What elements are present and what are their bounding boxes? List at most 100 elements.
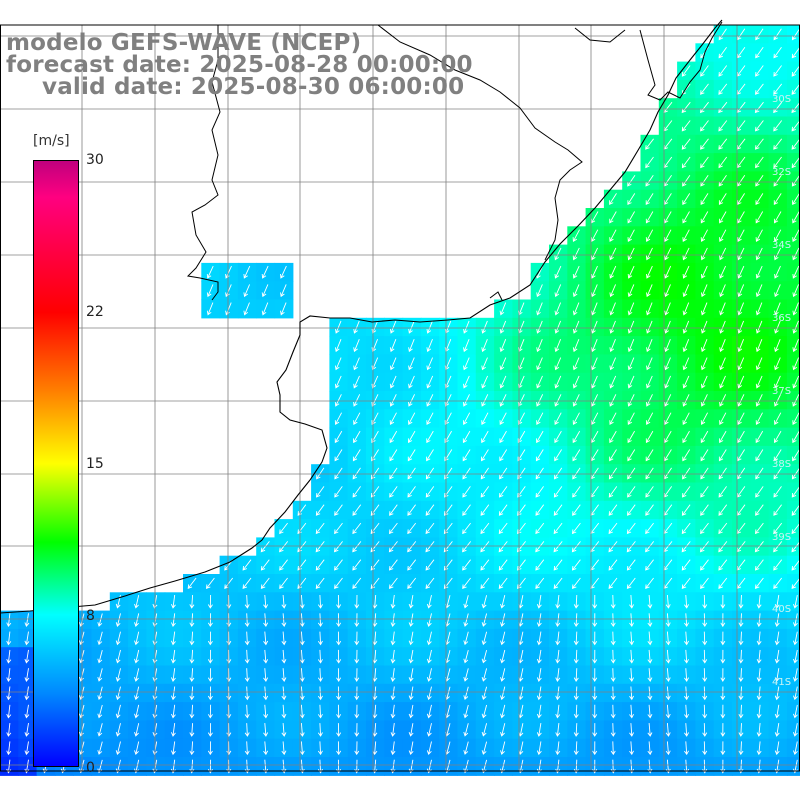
wind-arrow [336,723,342,737]
wind-arrow [498,486,508,498]
wind-arrow [682,265,690,279]
wind-arrow [737,394,745,407]
wind-arrow [425,541,435,553]
wind-arrow [536,649,542,664]
wind-arrow [389,394,397,407]
wind-arrow [134,741,140,756]
wind-arrow [243,302,250,316]
wind-arrow [535,522,545,535]
wind-arrow [280,284,287,298]
wind-arrow [242,577,252,589]
wind-arrow [481,412,489,425]
wind-arrow [684,704,689,719]
wind-arrow [627,320,635,334]
wind-arrow [407,430,416,444]
wind-arrow [720,594,726,609]
wind-arrow [702,594,708,609]
wind-arrow [773,430,782,444]
wind-arrow [481,613,488,627]
wind-arrow [407,559,417,571]
wind-arrow [718,65,728,77]
wind-arrow [755,504,764,516]
wind-arrow [629,649,635,664]
wind-arrow [591,247,599,261]
wind-arrow [481,320,488,334]
colorbar-tick-max: 30 [86,152,104,168]
wind-arrow [665,631,671,646]
wind-arrow [390,686,396,701]
wind-arrow [353,430,361,444]
wind-arrow [720,704,726,719]
lat-label: 36S [772,313,791,324]
wind-arrow [773,577,783,589]
wind-arrow [629,631,635,646]
wind-arrow [737,265,745,279]
wind-arrow [774,394,782,407]
wind-arrow [244,686,250,701]
wind-arrow [737,320,745,334]
wind-arrow [390,631,396,646]
wind-arrow [462,559,471,571]
wind-arrow [462,412,471,425]
wind-arrow [408,613,414,627]
colorbar-tick-min: 0 [86,760,95,776]
wind-arrow [462,541,472,553]
wind-arrow [682,375,690,389]
coast-detail [489,291,503,301]
wind-arrow [205,577,215,589]
wind-arrow [774,631,780,646]
wind-arrow [664,357,671,371]
wind-arrow [608,541,618,553]
wind-arrow [297,577,307,589]
wind-arrow [97,741,103,755]
wind-arrow [720,741,726,756]
wind-arrow [426,723,432,737]
wind-arrow [626,577,636,589]
wind-arrow [425,559,435,571]
wind-arrow [627,394,635,407]
wind-arrow [792,229,800,242]
wind-arrow [189,649,195,664]
wind-arrow [499,394,507,407]
wind-arrow [573,631,579,646]
wind-arrow [718,193,727,206]
wind-arrow [609,320,616,334]
wind-arrow [263,741,269,756]
wind-arrow [627,430,635,444]
wind-arrow [263,594,269,609]
wind-arrow [791,559,800,571]
wind-arrow [572,375,580,389]
wind-arrow [682,449,691,462]
wind-arrow [517,412,525,425]
wind-arrow [555,594,561,609]
wind-arrow [702,631,708,646]
wind-arrow [279,541,289,553]
wind-arrow [737,174,746,187]
wind-arrow [573,686,579,701]
wind-arrow [426,741,432,756]
wind-arrow [590,211,599,224]
wind-arrow [682,394,690,407]
wind-arrow [773,229,782,242]
wind-arrow [791,65,800,77]
wind-arrow [536,723,542,737]
wind-arrow [773,559,783,571]
wind-arrow [702,649,708,664]
wind-arrow [426,430,434,444]
wind-arrow [700,449,709,462]
wind-arrow [700,120,709,132]
wind-arrow [645,211,654,224]
wind-arrow [627,467,636,480]
wind-arrow [700,357,708,371]
wind-arrow [408,649,414,664]
wind-arrow [609,357,617,371]
wind-arrow [388,522,398,535]
wind-arrow [774,247,782,261]
wind-arrow [774,594,780,609]
wind-arrow [572,467,581,480]
wind-arrow [207,759,213,774]
wind-arrow [134,631,140,646]
wind-arrow [554,375,562,389]
wind-arrow [390,723,396,737]
wind-arrow [243,265,251,279]
